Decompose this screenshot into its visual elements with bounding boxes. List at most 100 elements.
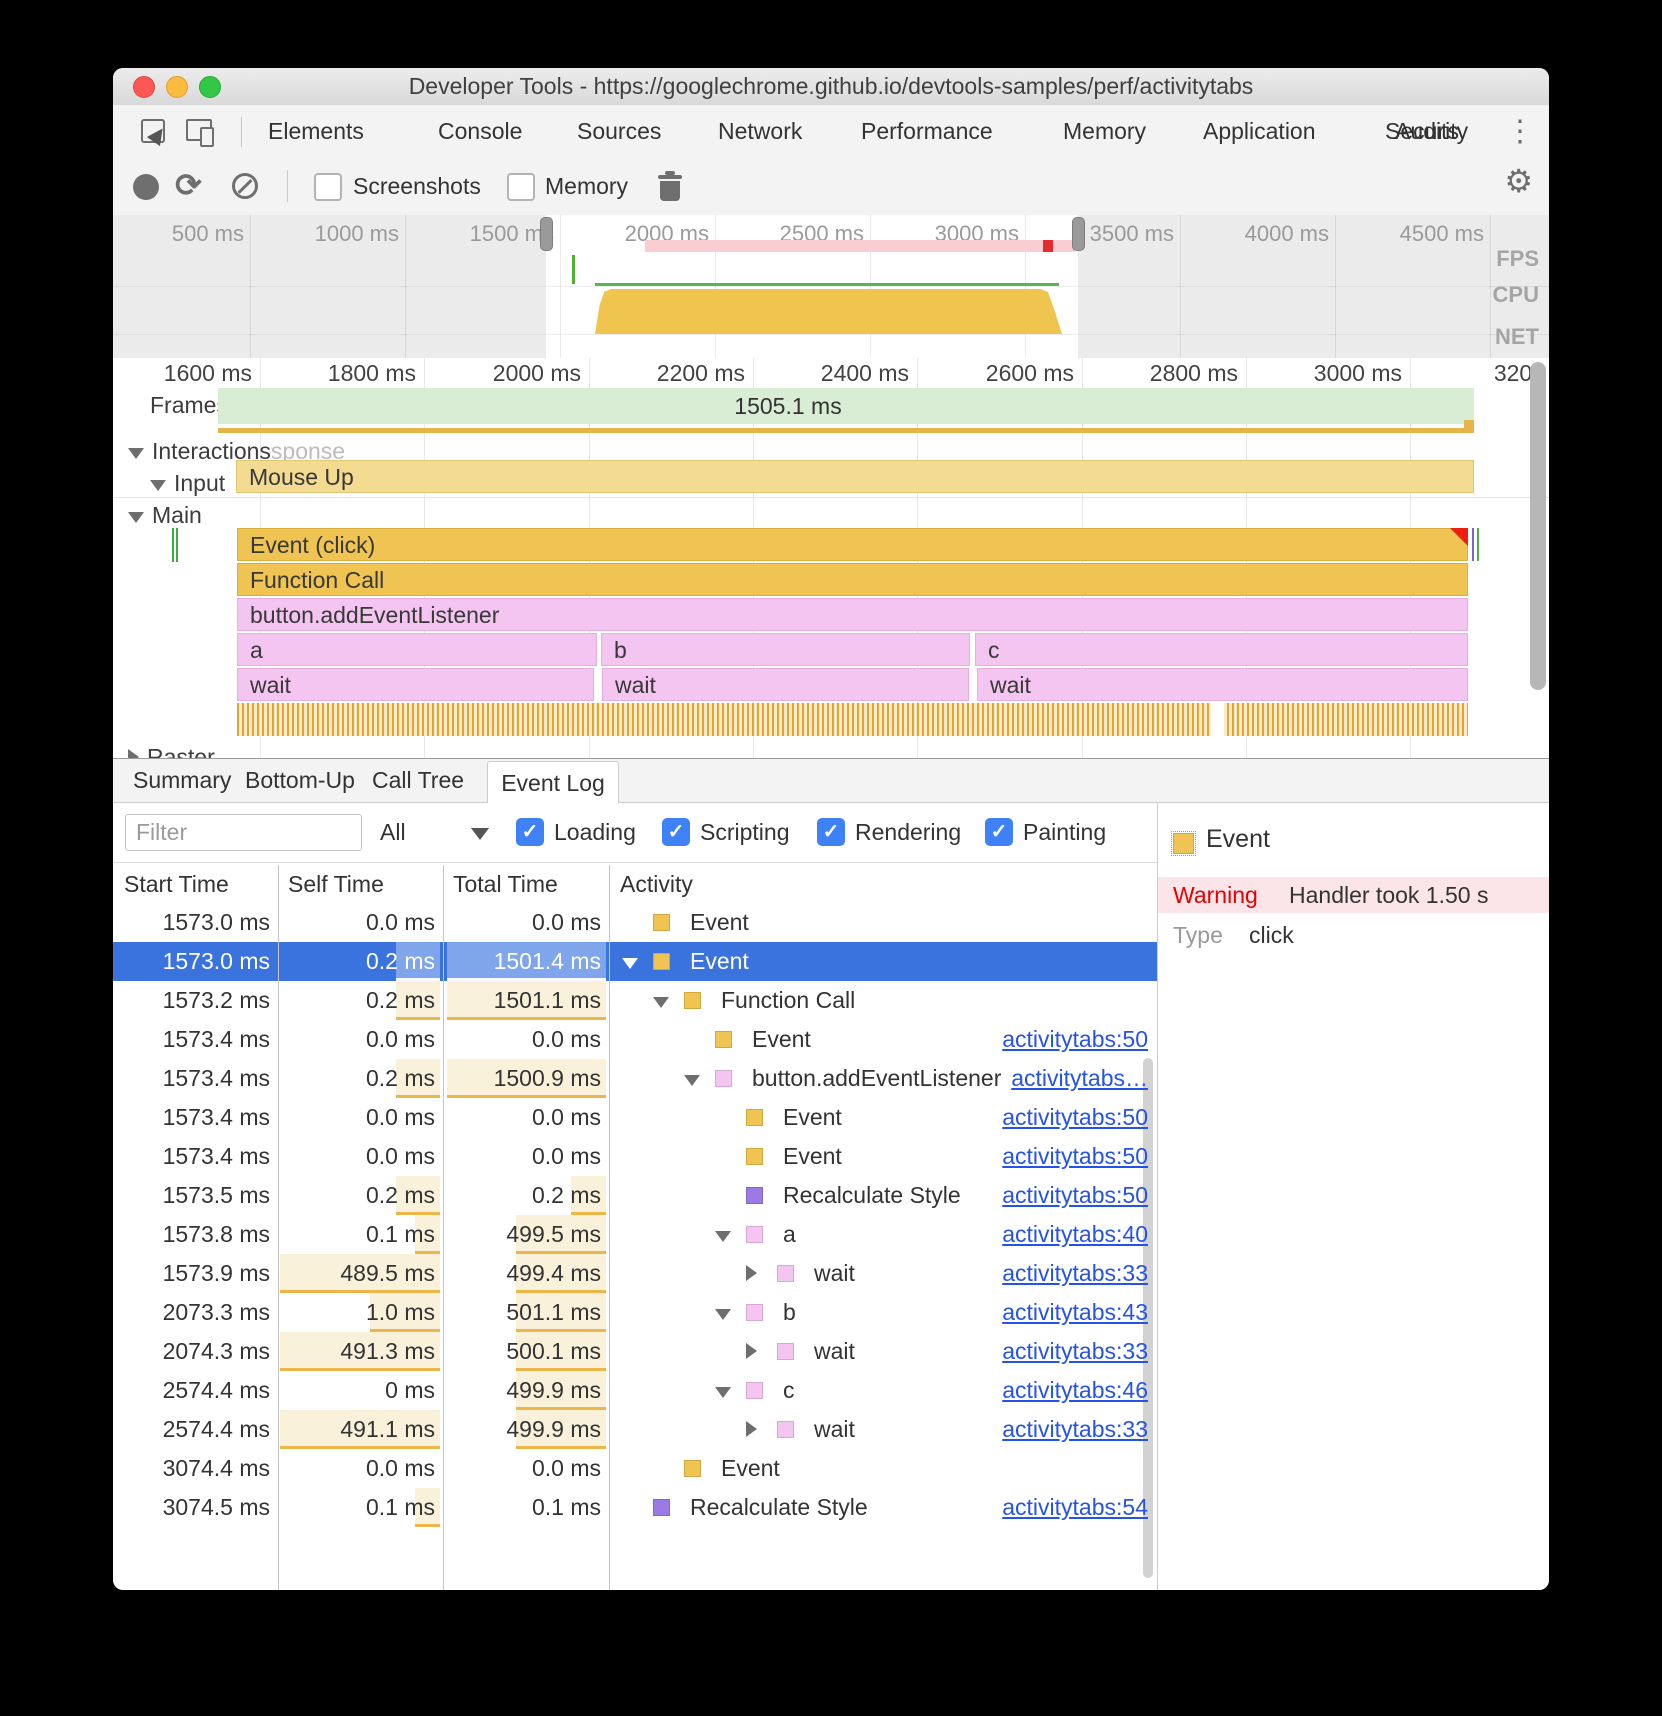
expand-arrow-icon[interactable] (746, 1265, 765, 1286)
wait-bar[interactable]: wait (977, 668, 1468, 701)
screenshots-label[interactable]: Screenshots (353, 173, 481, 199)
event-log-row[interactable]: 3074.5 ms 0.1 ms 0.1 ms Recalculate Styl… (113, 1488, 1157, 1527)
more-options-icon[interactable]: ⋮ (1505, 115, 1535, 148)
tab-security[interactable]: Security (1385, 118, 1469, 144)
selection-left-handle[interactable] (540, 217, 553, 251)
device-toolbar-icon[interactable] (186, 119, 216, 147)
event-log-row[interactable]: 1573.0 ms 0.0 ms 0.0 ms Event (113, 903, 1157, 942)
event-log-row[interactable]: 1573.4 ms 0.0 ms 0.0 ms Event activityta… (113, 1020, 1157, 1059)
input-track[interactable]: Input (150, 470, 225, 496)
minimize-traffic-light[interactable] (166, 76, 188, 98)
expand-arrow-icon[interactable] (684, 1073, 708, 1091)
screenshots-checkbox[interactable] (314, 173, 342, 201)
event-log-row[interactable]: 1573.2 ms 0.2 ms 1501.1 ms Function Call (113, 981, 1157, 1020)
clear-icon[interactable] (232, 173, 258, 199)
tab-event-log[interactable]: Event Log (487, 761, 619, 805)
source-link[interactable]: activitytabs:50 (1002, 1104, 1148, 1130)
tab-sources[interactable]: Sources (577, 118, 662, 144)
event-log-row[interactable]: 3074.4 ms 0.0 ms 0.0 ms Event (113, 1449, 1157, 1488)
source-link[interactable]: activitytabs:50 (1002, 1026, 1148, 1052)
filter-input[interactable] (125, 814, 362, 851)
tab-performance[interactable]: Performance (861, 105, 993, 164)
mouse-up-bar[interactable]: Mouse Up (236, 460, 1474, 493)
tab-bottom-up[interactable]: Bottom-Up (245, 767, 355, 793)
expand-arrow-icon[interactable] (715, 1307, 739, 1325)
tab-summary[interactable]: Summary (133, 767, 232, 793)
scripting-label[interactable]: Scripting (700, 819, 790, 845)
trash-icon[interactable] (658, 171, 682, 203)
expand-arrow-icon[interactable] (746, 1343, 765, 1364)
scripting-checkbox[interactable]: ✓ (662, 818, 690, 846)
col-total-time[interactable]: Total Time (453, 871, 558, 897)
timeline-overview[interactable]: 500 ms 1000 ms 1500 ms 2000 ms 2500 ms 3… (113, 215, 1549, 359)
function-call-bar[interactable]: Function Call (237, 563, 1468, 596)
source-link[interactable]: activitytabs… (1011, 1065, 1148, 1091)
col-activity[interactable]: Activity (620, 871, 693, 897)
tab-application[interactable]: Application (1203, 118, 1316, 144)
fn-c-bar[interactable]: c (975, 633, 1468, 666)
settings-gear-icon[interactable]: ⚙ (1504, 163, 1533, 199)
add-event-listener-bar[interactable]: button.addEventListener (237, 598, 1468, 631)
micro-activity-strip[interactable] (237, 703, 1468, 736)
painting-label[interactable]: Painting (1023, 819, 1107, 845)
expand-arrow-icon[interactable] (622, 956, 646, 974)
source-link[interactable]: activitytabs:50 (1002, 1182, 1148, 1208)
raster-track[interactable]: Raster (128, 744, 215, 758)
close-traffic-light[interactable] (133, 76, 155, 98)
tab-call-tree[interactable]: Call Tree (372, 767, 465, 793)
event-log-row[interactable]: 2574.4 ms 491.1 ms 499.9 ms wait activit… (113, 1410, 1157, 1449)
reload-and-profile-icon[interactable]: ⟳ (175, 167, 202, 203)
rendering-label[interactable]: Rendering (855, 819, 962, 845)
duration-filter-select[interactable]: All (380, 819, 406, 845)
loading-label[interactable]: Loading (554, 819, 636, 845)
flame-chart-scrollbar[interactable] (1530, 362, 1546, 690)
event-log-row[interactable]: 2073.3 ms 1.0 ms 501.1 ms b activitytabs… (113, 1293, 1157, 1332)
inspect-element-icon[interactable] (141, 119, 170, 147)
event-log-row[interactable]: 1573.4 ms 0.0 ms 0.0 ms Event activityta… (113, 1137, 1157, 1176)
flame-chart[interactable]: 1600 ms 1800 ms 2000 ms 2200 ms 2400 ms … (113, 358, 1549, 758)
expand-arrow-icon[interactable] (715, 1229, 739, 1247)
event-log-row[interactable]: 1573.4 ms 0.2 ms 1500.9 ms button.addEve… (113, 1059, 1157, 1098)
zoom-traffic-light[interactable] (199, 76, 221, 98)
col-start-time[interactable]: Start Time (124, 871, 229, 897)
memory-label[interactable]: Memory (545, 173, 629, 199)
overview-selection-window[interactable] (546, 215, 1078, 358)
event-log-row[interactable]: 1573.9 ms 489.5 ms 499.4 ms wait activit… (113, 1254, 1157, 1293)
col-self-time[interactable]: Self Time (288, 871, 384, 897)
memory-checkbox[interactable] (507, 173, 535, 201)
event-log-row[interactable]: 1573.8 ms 0.1 ms 499.5 ms a activitytabs… (113, 1215, 1157, 1254)
frames-bar[interactable] (218, 388, 1474, 424)
source-link[interactable]: activitytabs:43 (1002, 1299, 1148, 1325)
tab-memory[interactable]: Memory (1063, 118, 1147, 144)
rendering-checkbox[interactable]: ✓ (817, 818, 845, 846)
record-button[interactable] (133, 174, 159, 200)
tab-network[interactable]: Network (718, 118, 803, 144)
column-divider[interactable] (609, 865, 610, 1590)
loading-checkbox[interactable]: ✓ (516, 818, 544, 846)
main-track[interactable]: Main (128, 502, 202, 528)
source-link[interactable]: activitytabs:33 (1002, 1260, 1148, 1286)
wait-bar[interactable]: wait (602, 668, 969, 701)
fn-a-bar[interactable]: a (237, 633, 597, 666)
event-log-row[interactable]: 2074.3 ms 491.3 ms 500.1 ms wait activit… (113, 1332, 1157, 1371)
expand-arrow-icon[interactable] (746, 1421, 765, 1442)
column-divider[interactable] (443, 865, 444, 1590)
tab-audits2[interactable]: Audits (1395, 118, 1459, 144)
interactions-section[interactable]: Interactionssponse (128, 438, 345, 464)
source-link[interactable]: activitytabs:54 (1002, 1494, 1148, 1520)
tab-console[interactable]: Console (438, 118, 523, 144)
event-log-row[interactable]: 1573.5 ms 0.2 ms 0.2 ms Recalculate Styl… (113, 1176, 1157, 1215)
selection-right-handle[interactable] (1072, 217, 1085, 251)
expand-arrow-icon[interactable] (653, 995, 677, 1013)
event-log-row-selected[interactable]: 1573.0 ms 0.2 ms 1501.4 ms Event (113, 942, 1157, 981)
fn-b-bar[interactable]: b (601, 633, 970, 666)
event-log-row[interactable]: 1573.4 ms 0.0 ms 0.0 ms Event activityta… (113, 1098, 1157, 1137)
column-divider[interactable] (278, 865, 279, 1590)
event-click-bar[interactable]: Event (click) (237, 528, 1468, 561)
chevron-down-icon[interactable] (471, 828, 489, 840)
wait-bar[interactable]: wait (237, 668, 594, 701)
source-link[interactable]: activitytabs:33 (1002, 1416, 1148, 1442)
source-link[interactable]: activitytabs:46 (1002, 1377, 1148, 1403)
tab-elements[interactable]: Elements (268, 118, 364, 144)
event-log-scrollbar[interactable] (1143, 1058, 1153, 1578)
